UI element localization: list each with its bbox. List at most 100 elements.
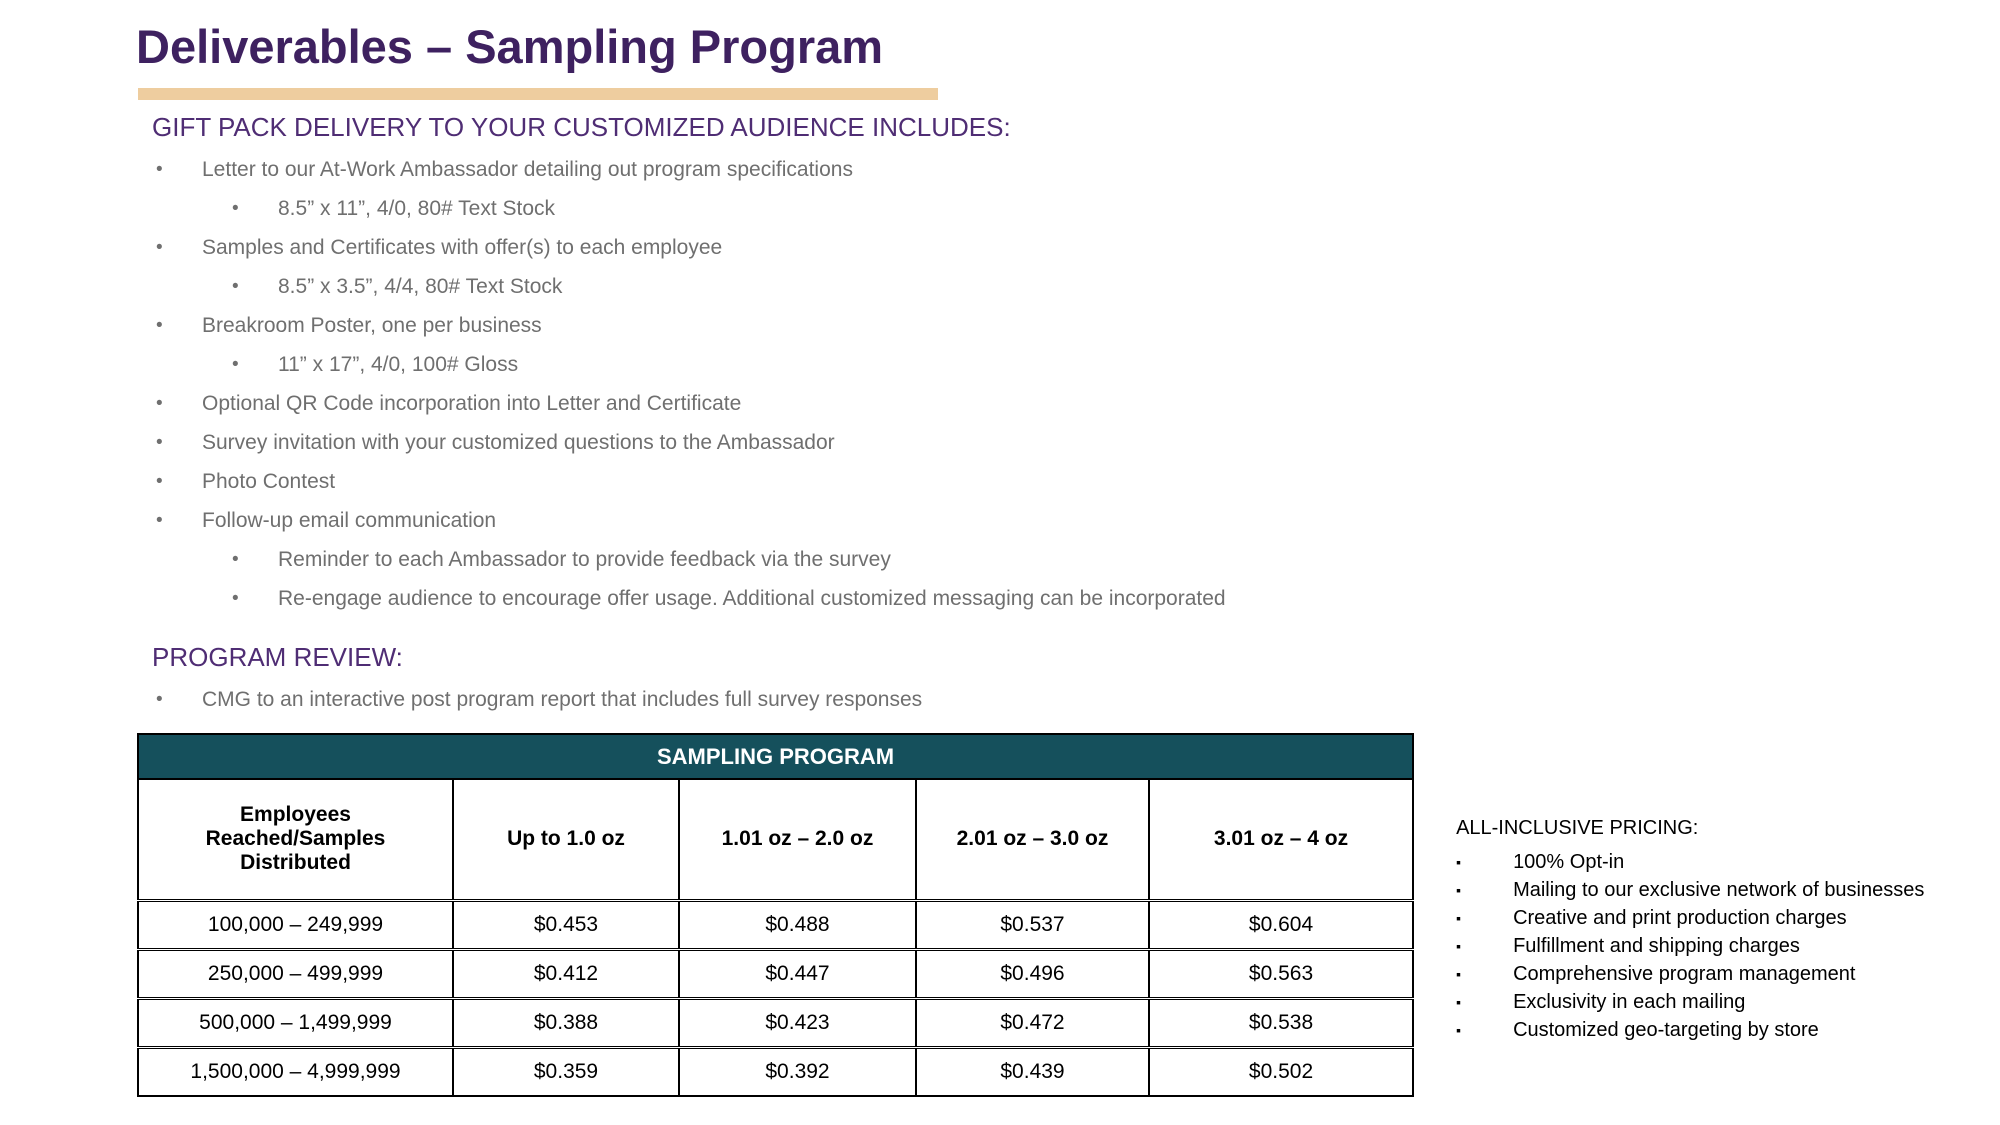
pricing-list: ▪ 100% Opt-in ▪ Mailing to our exclusive ne… [1456,848,1981,1044]
bullet-text: Follow-up email communication [202,508,497,532]
table-cell: $0.412 [452,949,680,1000]
table-row: 1,500,000 – 4,999,999 $0.359 $0.392 $0.439 $… [137,1047,1415,1097]
table-cell: $0.604 [1147,900,1415,951]
program-review-list: • CMG to an interactive post program repo… [0,680,2000,719]
bullet-icon: • [232,548,239,570]
square-bullet-icon: ▪ [1456,882,1462,898]
bullet-text: Survey invitation with your customized q… [202,430,835,454]
column-header: Up to 1.0 oz [452,778,680,902]
table-cell: 100,000 – 249,999 [137,900,454,951]
bullet-item: • Re-engage audience to encourage offer u… [0,579,2000,618]
bullet-item: • Reminder to each Ambassador to provide … [0,540,2000,579]
square-bullet-icon: ▪ [1456,910,1462,926]
program-review-heading: PROGRAM REVIEW: [152,642,403,672]
table-cell: $0.488 [678,900,917,951]
pricing-item-text: Fulfillment and shipping charges [1513,935,1800,957]
bullet-item: • Breakroom Poster, one per business [0,306,2000,345]
pricing-item-text: 100% Opt-in [1513,851,1625,873]
column-header: 3.01 oz – 4 oz [1147,778,1415,902]
table-row: 250,000 – 499,999 $0.412 $0.447 $0.496 $0.56… [137,949,1415,1000]
bullet-icon: • [156,688,163,710]
gift-pack-list: • Letter to our At-Work Ambassador detail… [0,150,2000,618]
bullet-text: Reminder to each Ambassador to provide f… [278,547,891,571]
bullet-icon: • [156,431,163,453]
table-cell: $0.447 [678,949,917,1000]
bullet-item: • Follow-up email communication [0,501,2000,540]
square-bullet-icon: ▪ [1456,1022,1462,1038]
table-cell: $0.472 [915,998,1150,1049]
page-title: Deliverables – Sampling Program [136,20,884,73]
table-row: 500,000 – 1,499,999 $0.388 $0.423 $0.472 $0.… [137,998,1415,1049]
table-cell: $0.423 [678,998,917,1049]
bullet-text: Re-engage audience to encourage offer us… [278,586,1226,610]
bullet-item: • 8.5” x 3.5”, 4/4, 80# Text Stock [0,267,2000,306]
table-header-row: Employees Reached/Samples Distributed Up … [137,778,1415,902]
table-cell: 500,000 – 1,499,999 [137,998,454,1049]
table-row: 100,000 – 249,999 $0.453 $0.488 $0.537 $0.60… [137,900,1415,951]
bullet-text: 11” x 17”, 4/0, 100# Gloss [278,352,519,376]
pricing-item-text: Creative and print production charges [1513,907,1847,929]
gift-pack-heading: GIFT PACK DELIVERY TO YOUR CUSTOMIZED AU… [152,112,1011,142]
table-cell: $0.359 [452,1047,680,1097]
bullet-icon: • [156,392,163,414]
pricing-item: ▪ Fulfillment and shipping charges [1456,932,1981,960]
bullet-icon: • [232,587,239,609]
bullet-text: 8.5” x 11”, 4/0, 80# Text Stock [278,196,556,220]
bullet-item: • CMG to an interactive post program repo… [0,680,2000,719]
table-title: SAMPLING PROGRAM [138,734,1414,779]
table-cell: $0.388 [452,998,680,1049]
square-bullet-icon: ▪ [1456,938,1462,954]
column-header: 1.01 oz – 2.0 oz [678,778,917,902]
table-cell: $0.537 [915,900,1150,951]
pricing-item: ▪ Mailing to our exclusive network of bus… [1456,876,1981,904]
bullet-icon: • [156,470,163,492]
bullet-item: • Survey invitation with your customized … [0,423,2000,462]
bullet-item: • Photo Contest [0,462,2000,501]
pricing-item: ▪ Comprehensive program management [1456,960,1981,988]
square-bullet-icon: ▪ [1456,994,1462,1010]
pricing-item-text: Comprehensive program management [1513,963,1856,985]
bullet-icon: • [232,197,239,219]
square-bullet-icon: ▪ [1456,966,1462,982]
bullet-item: • Optional QR Code incorporation into Let… [0,384,2000,423]
bullet-icon: • [232,275,239,297]
bullet-text: Breakroom Poster, one per business [202,313,542,337]
bullet-text: Optional QR Code incorporation into Lett… [202,391,742,415]
bullet-icon: • [156,236,163,258]
bullet-text: Photo Contest [202,469,336,493]
pricing-item-text: Exclusivity in each mailing [1513,991,1746,1013]
table-cell: 250,000 – 499,999 [137,949,454,1000]
bullet-item: • 11” x 17”, 4/0, 100# Gloss [0,345,2000,384]
pricing-item-text: Mailing to our exclusive network of busi… [1513,879,1925,901]
title-underline-bar [138,88,938,100]
column-header: Employees Reached/Samples Distributed [137,778,454,902]
bullet-icon: • [156,509,163,531]
bullet-item: • Samples and Certificates with offer(s) … [0,228,2000,267]
table-cell: $0.453 [452,900,680,951]
bottom-section: SAMPLING PROGRAM Employees Reached/Sampl… [137,733,2000,1097]
pricing-item-text: Customized geo-targeting by store [1513,1019,1819,1041]
table-cell: $0.496 [915,949,1150,1000]
table-title-row: SAMPLING PROGRAM [138,734,1414,779]
bullet-text: Samples and Certificates with offer(s) t… [202,235,723,259]
table-cell: $0.502 [1147,1047,1415,1097]
table-cell: $0.392 [678,1047,917,1097]
pricing-item: ▪ Customized geo-targeting by store [1456,1016,1981,1044]
square-bullet-icon: ▪ [1456,854,1462,870]
table-cell: $0.538 [1147,998,1415,1049]
bullet-icon: • [156,158,163,180]
bullet-text: 8.5” x 3.5”, 4/4, 80# Text Stock [278,274,563,298]
all-inclusive-pricing-panel: ALL-INCLUSIVE PRICING: ▪ 100% Opt-in ▪ Mail… [1456,733,1981,1044]
bullet-item: • Letter to our At-Work Ambassador detail… [0,150,2000,189]
bullet-text: CMG to an interactive post program repor… [202,687,923,711]
slide: Deliverables – Sampling Program GIFT PAC… [0,20,2000,1125]
table-cell: $0.439 [915,1047,1150,1097]
table-cell: 1,500,000 – 4,999,999 [137,1047,454,1097]
pricing-item: ▪ Creative and print production charges [1456,904,1981,932]
pricing-heading: ALL-INCLUSIVE PRICING: [1456,817,1699,839]
pricing-item: ▪ Exclusivity in each mailing [1456,988,1981,1016]
column-header: 2.01 oz – 3.0 oz [915,778,1150,902]
sampling-program-table: SAMPLING PROGRAM Employees Reached/Sampl… [137,733,1415,1097]
bullet-item: • 8.5” x 11”, 4/0, 80# Text Stock [0,189,2000,228]
bullet-icon: • [232,353,239,375]
